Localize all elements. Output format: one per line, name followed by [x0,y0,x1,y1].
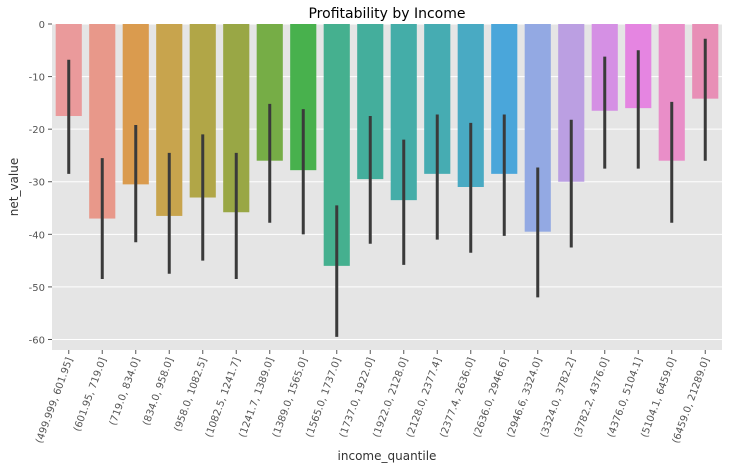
x-axis-ticks: (499.999, 601.95](601.95, 719.0](719.0, … [34,350,712,445]
x-tick-label: (499.999, 601.95] [34,356,75,445]
x-tick-label: (1241.7, 1389.0] [237,356,276,439]
x-tick-label: (3782.2, 4376.0] [572,356,611,439]
y-tick-label: -20 [29,125,45,136]
x-tick-label: (719.0, 834.0] [108,356,143,427]
y-axis-label: net_value [7,158,21,216]
x-tick-label: (2128.0, 2377.4] [405,356,444,439]
x-tick-label: (601.95, 719.0] [72,356,109,433]
y-tick-label: 0 [39,20,45,31]
y-tick-label: -10 [29,73,45,84]
x-tick-label: (2377.4, 2636.0] [438,356,477,439]
x-tick-label: (958.0, 1082.5] [173,356,210,433]
chart-title: Profitability by Income [308,6,465,22]
x-axis-label: income_quantile [338,449,437,463]
x-tick-label: (2636.0, 2946.6] [472,356,511,439]
x-tick-label: (1737.0, 1922.0] [338,356,377,439]
y-axis-ticks: 0 -10 -20 -30 -40 -50 -60 [29,20,52,346]
x-tick-label: (6459.0, 21289.0] [671,356,712,445]
plot-background [52,24,722,350]
x-tick-label: (2946.6, 3324.0] [505,356,544,439]
x-tick-label: (4376.0, 5104.1] [606,356,645,439]
x-tick-label: (5104.1, 6459.0] [639,356,678,439]
x-tick-label: (1082.5, 1241.7] [204,356,243,439]
x-tick-label: (3324.0, 3782.2] [539,356,578,439]
x-tick-label: (1922.0, 2128.0] [371,356,410,439]
x-tick-label: (1565.0, 1737.0] [304,356,343,439]
y-tick-label: -50 [29,283,45,294]
y-tick-label: -40 [29,230,45,241]
y-tick-label: -60 [29,335,45,346]
x-tick-label: (1389.0, 1565.0] [271,356,310,439]
y-tick-label: -30 [29,178,45,189]
x-tick-label: (834.0, 958.0] [141,356,176,427]
